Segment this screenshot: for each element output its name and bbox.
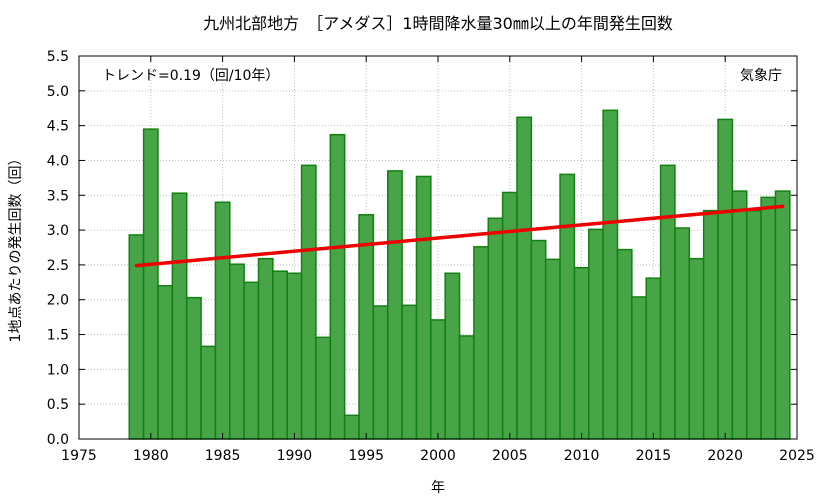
bar-1984 (200, 345, 217, 440)
bar-2010 (573, 266, 590, 440)
x-tick-label: 1995 (348, 448, 384, 464)
y-tick-label: 0.0 (47, 432, 69, 448)
x-tick-label: 1975 (61, 448, 97, 464)
y-tick-label: 0.5 (47, 397, 69, 413)
y-tick-label: 1.5 (47, 328, 69, 344)
y-tick-label: 3.5 (47, 188, 69, 204)
bar-1981 (157, 285, 174, 440)
x-axis-ticks: 1975 1980 1985 1990 1995 2000 2005 2010 2015 2020… (61, 56, 815, 464)
chart-title: 九州北部地方 ［アメダス］1時間降水量30㎜以上の年間発生回数 (203, 14, 673, 33)
trend-line-group (134, 204, 785, 268)
y-tick-label: 1.0 (47, 362, 69, 378)
y-tick-label: 4.5 (47, 119, 69, 135)
bar-2002 (458, 335, 475, 440)
bar-2014 (631, 296, 647, 440)
bar-2011 (588, 228, 604, 440)
y-axis-label: 1地点あたりの発生回数（回） (8, 152, 24, 343)
x-tick-label: 1990 (277, 448, 313, 464)
bar-2022 (745, 209, 762, 440)
bar-2024 (774, 190, 791, 440)
trend-annotation: トレンド=0.19（回/10年） (102, 68, 279, 84)
bar-1987 (243, 281, 260, 440)
bar-2019 (702, 209, 719, 440)
y-tick-label: 5.5 (47, 49, 69, 65)
bar-2021 (731, 190, 748, 440)
bar-1980 (142, 128, 159, 440)
bar-1992 (315, 336, 332, 440)
bar-2018 (688, 257, 705, 440)
bar-2015 (645, 277, 662, 440)
bar-2016 (659, 164, 676, 440)
y-tick-label: 2.5 (47, 258, 69, 274)
trend-line (134, 204, 785, 268)
bar-2009 (559, 173, 576, 440)
bar-2003 (473, 246, 490, 440)
bar-1997 (386, 170, 403, 440)
y-tick-label: 5.0 (47, 84, 69, 100)
bars (128, 109, 791, 440)
bar-2013 (616, 248, 633, 440)
y-tick-label: 4.0 (47, 153, 69, 169)
bar-2001 (444, 272, 461, 440)
bar-1999 (415, 175, 432, 440)
x-tick-label: 1980 (133, 448, 169, 464)
x-tick-label: 2020 (707, 448, 743, 464)
x-axis-label: 年 (431, 480, 445, 496)
bar-1988 (257, 257, 274, 440)
bar-1990 (286, 272, 303, 440)
bar-2020 (717, 118, 734, 440)
bar-2007 (530, 239, 547, 440)
bar-2004 (487, 217, 504, 440)
y-axis-ticks: 0.0 0.5 1.0 1.5 2.0 2.5 3.0 3.5 4.0 4.5 5.0 5.5 (47, 49, 797, 448)
y-tick-label: 2.0 (47, 293, 69, 309)
bar-1994 (343, 414, 360, 440)
bar-2008 (544, 258, 561, 440)
bar-1998 (401, 304, 418, 440)
y-tick-label: 3.0 (47, 223, 69, 239)
x-tick-label: 2005 (492, 448, 528, 464)
bar-1982 (171, 192, 188, 440)
bar-1996 (372, 305, 389, 440)
x-tick-label: 1985 (205, 448, 241, 464)
source-annotation: 気象庁 (740, 68, 782, 84)
bar-1993 (329, 133, 346, 440)
bar-1983 (185, 296, 202, 440)
bar-2006 (516, 116, 533, 440)
bar-2023 (760, 196, 777, 440)
bar-1986 (229, 263, 245, 440)
bar-1985 (214, 201, 231, 440)
bar-1989 (272, 270, 288, 440)
x-tick-label: 2025 (779, 448, 815, 464)
bar-2017 (674, 227, 691, 440)
bar-2000 (430, 319, 446, 440)
bar-1995 (358, 214, 375, 440)
x-tick-label: 2010 (564, 448, 600, 464)
bar-1991 (300, 164, 317, 440)
x-tick-label: 2000 (420, 448, 456, 464)
x-tick-label: 2015 (636, 448, 672, 464)
bar-2012 (602, 109, 619, 440)
